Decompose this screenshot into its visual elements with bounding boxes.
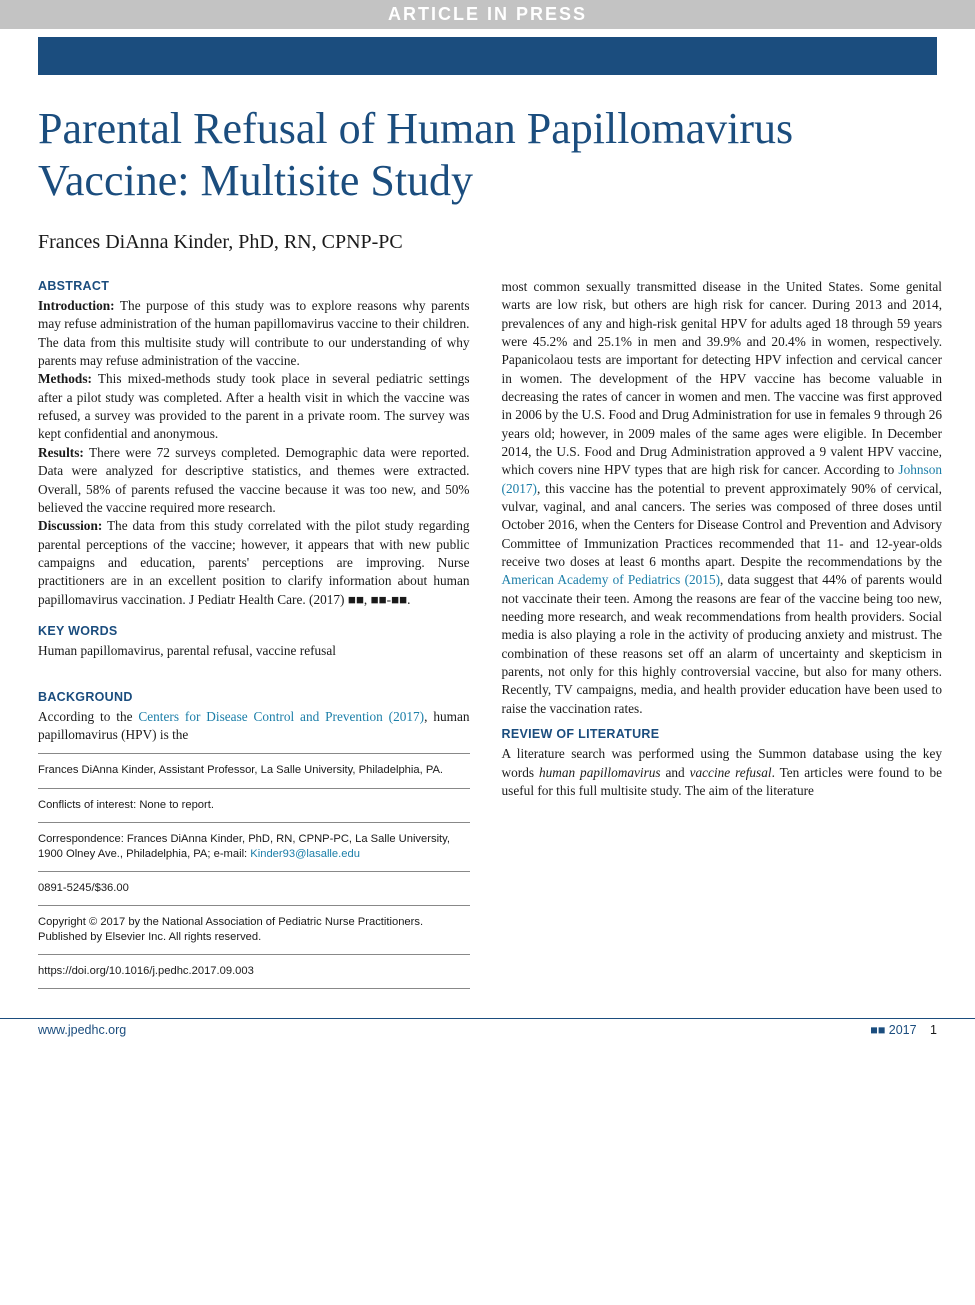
footer-divider-6 bbox=[38, 954, 470, 955]
issn-note: 0891-5245/$36.00 bbox=[38, 881, 470, 896]
abstract-heading: ABSTRACT bbox=[38, 278, 470, 295]
discussion-label: Discussion: bbox=[38, 518, 102, 533]
page-content: Parental Refusal of Human Papillomavirus… bbox=[0, 75, 975, 1018]
corr-pre: Correspondence: Frances DiAnna Kinder, P… bbox=[38, 833, 450, 860]
author-line: Frances DiAnna Kinder, PhD, RN, CPNP-PC bbox=[38, 231, 937, 254]
footer-page-num: 1 bbox=[930, 1023, 937, 1037]
background-pre: According to the bbox=[38, 709, 138, 724]
keywords-heading: KEY WORDS bbox=[38, 623, 470, 640]
review-heading: REVIEW OF LITERATURE bbox=[502, 726, 943, 743]
left-column: ABSTRACT Introduction: The purpose of th… bbox=[38, 278, 470, 999]
results-label: Results: bbox=[38, 445, 84, 460]
correspondence-note: Correspondence: Frances DiAnna Kinder, P… bbox=[38, 832, 470, 862]
review-term1: human papillomavirus bbox=[539, 765, 661, 780]
press-banner: ARTICLE IN PRESS bbox=[0, 0, 975, 29]
background-heading: BACKGROUND bbox=[38, 689, 470, 706]
background-intro: According to the Centers for Disease Con… bbox=[38, 708, 470, 745]
footer-issue: ■■ 2017 bbox=[870, 1023, 916, 1037]
aap-link[interactable]: American Academy of Pediatrics (2015) bbox=[502, 572, 721, 587]
header-bar bbox=[38, 37, 937, 75]
doi-link[interactable]: https://doi.org/10.1016/j.pedhc.2017.09.… bbox=[38, 964, 470, 979]
discussion-text: The data from this study correlated with… bbox=[38, 518, 470, 606]
footer-divider-4 bbox=[38, 871, 470, 872]
article-title: Parental Refusal of Human Papillomavirus… bbox=[38, 103, 937, 207]
affiliation-note: Frances DiAnna Kinder, Assistant Profess… bbox=[38, 763, 470, 778]
keywords-text: Human papillomavirus, parental refusal, … bbox=[38, 642, 470, 660]
footer-site[interactable]: www.jpedhc.org bbox=[38, 1023, 126, 1037]
two-column-body: ABSTRACT Introduction: The purpose of th… bbox=[38, 278, 937, 999]
bg-body-3: , data suggest that 44% of parents would… bbox=[502, 572, 943, 715]
methods-text: This mixed-methods study took place in s… bbox=[38, 371, 470, 441]
abstract-discussion: Discussion: The data from this study cor… bbox=[38, 517, 470, 609]
cdc-link[interactable]: Centers for Disease Control and Preventi… bbox=[138, 709, 424, 724]
review-mid: and bbox=[661, 765, 690, 780]
results-text: There were 72 surveys completed. Demogra… bbox=[38, 445, 470, 515]
abstract-intro: Introduction: The purpose of this study … bbox=[38, 297, 470, 370]
background-body: most common sexually transmitted disease… bbox=[502, 278, 943, 718]
footer-divider-7 bbox=[38, 988, 470, 989]
abstract-methods: Methods: This mixed-methods study took p… bbox=[38, 370, 470, 443]
coi-note: Conflicts of interest: None to report. bbox=[38, 798, 470, 813]
bg-body-2: , this vaccine has the potential to prev… bbox=[502, 481, 943, 569]
copyright-note: Copyright © 2017 by the National Associa… bbox=[38, 915, 470, 945]
page-footer: www.jpedhc.org ■■ 2017 1 bbox=[0, 1018, 975, 1047]
footer-right: ■■ 2017 1 bbox=[870, 1023, 937, 1037]
corr-email-link[interactable]: Kinder93@lasalle.edu bbox=[250, 848, 360, 860]
intro-label: Introduction: bbox=[38, 298, 115, 313]
footer-divider-3 bbox=[38, 822, 470, 823]
footer-divider-2 bbox=[38, 788, 470, 789]
methods-label: Methods: bbox=[38, 371, 92, 386]
review-term2: vaccine refusal bbox=[690, 765, 772, 780]
footer-divider-5 bbox=[38, 905, 470, 906]
bg-body-1: most common sexually transmitted disease… bbox=[502, 279, 943, 477]
right-column: most common sexually transmitted disease… bbox=[502, 278, 943, 999]
abstract-results: Results: There were 72 surveys completed… bbox=[38, 444, 470, 517]
footer-divider-1 bbox=[38, 753, 470, 754]
review-text: A literature search was performed using … bbox=[502, 745, 943, 800]
